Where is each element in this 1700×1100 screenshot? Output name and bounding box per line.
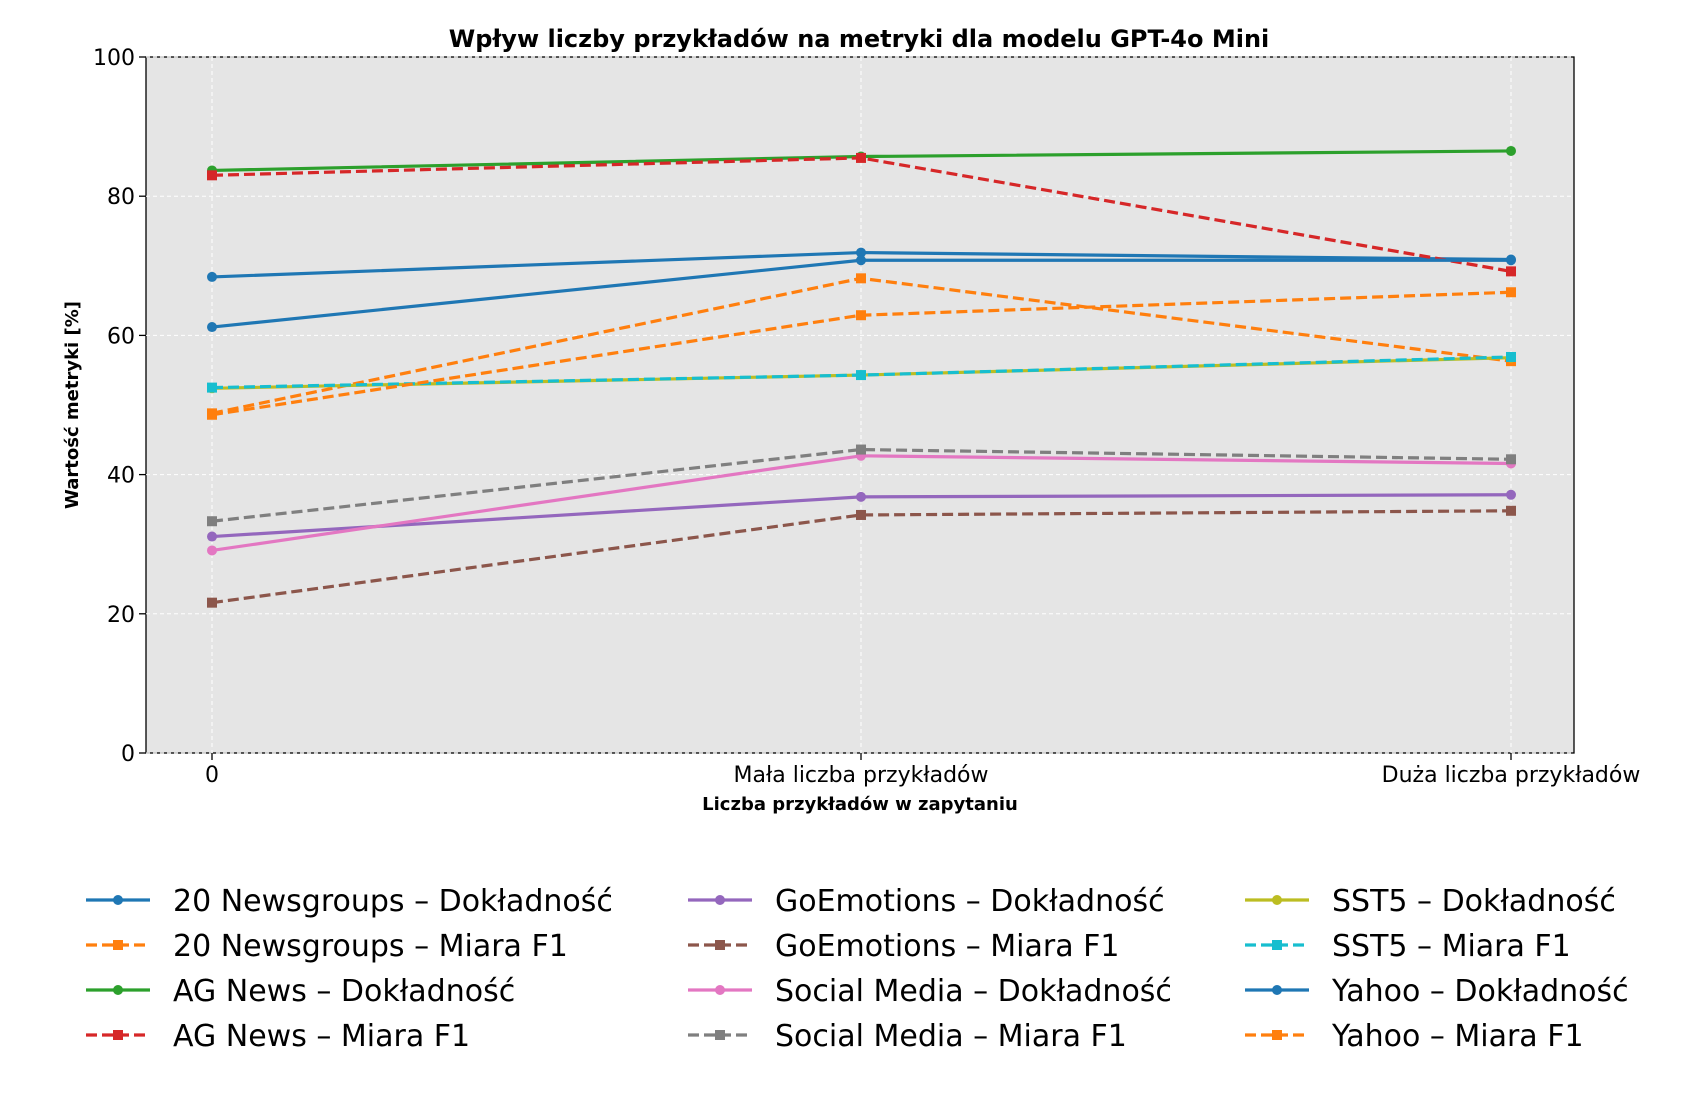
legend-item: AG News – Dokładność <box>86 974 515 1009</box>
legend-item: SST5 – Miara F1 <box>1245 929 1571 964</box>
legend-item: Social Media – Dokładność <box>688 974 1172 1009</box>
legend-item: 20 Newsgroups – Dokładność <box>86 884 613 919</box>
data-point <box>856 273 866 284</box>
legend-swatch-marker <box>1272 1030 1282 1040</box>
data-point <box>207 271 217 282</box>
legend-label: 20 Newsgroups – Dokładność <box>173 884 613 919</box>
legend-item: Social Media – Miara F1 <box>688 1019 1127 1054</box>
data-point <box>856 444 866 455</box>
data-point <box>856 152 866 163</box>
data-point <box>856 509 866 520</box>
data-point <box>1506 505 1516 516</box>
legend-label: Social Media – Miara F1 <box>775 1019 1127 1054</box>
legend-label: 20 Newsgroups – Miara F1 <box>173 929 568 964</box>
data-point <box>856 247 866 258</box>
series-6 <box>207 505 1516 608</box>
data-point <box>207 597 217 608</box>
legend-label: AG News – Miara F1 <box>173 1019 470 1054</box>
y-tick-label: 100 <box>93 46 135 71</box>
data-point <box>1506 145 1516 156</box>
grid-lines <box>146 56 1574 754</box>
legend-label: Yahoo – Dokładność <box>1331 974 1629 1009</box>
legend-item: 20 Newsgroups – Miara F1 <box>86 929 568 964</box>
legend-swatch-marker <box>113 940 123 950</box>
series-line <box>211 509 1512 605</box>
series-4 <box>207 152 1516 277</box>
series-line <box>211 447 1512 523</box>
data-point <box>856 310 866 321</box>
data-point <box>207 409 217 420</box>
x-axis-label: Liczba przykładów w zapytaniu <box>702 794 1018 815</box>
legend-swatch-marker <box>1272 940 1282 950</box>
y-tick-label: 20 <box>107 603 135 628</box>
x-tick-label: Duża liczba przykładów <box>1382 763 1641 788</box>
legend-swatch-marker <box>715 895 725 905</box>
axes: 0 20 40 60 80 100 0 Mała liczba przykładów Duża … <box>93 46 1640 788</box>
legend-item: Yahoo – Dokładność <box>1245 974 1629 1009</box>
legend-label: SST5 – Miara F1 <box>1332 929 1571 964</box>
y-tick-label: 80 <box>107 185 135 210</box>
legend-label: GoEmotions – Dokładność <box>775 884 1165 919</box>
legend: 20 Newsgroups – Dokładność 20 Newsgroups … <box>86 884 1629 1054</box>
data-point <box>207 545 217 556</box>
series-12 <box>207 287 1516 420</box>
data-point <box>1506 255 1516 266</box>
legend-label: AG News – Dokładność <box>173 974 515 1009</box>
data-point <box>856 255 866 266</box>
y-tick-label: 60 <box>107 324 135 349</box>
data-point <box>207 322 217 333</box>
legend-item: Yahoo – Miara F1 <box>1245 1019 1584 1054</box>
legend-swatch-marker <box>715 940 725 950</box>
legend-swatch-marker <box>113 985 123 995</box>
chart-title: Wpływ liczby przykładów na metryki dla m… <box>449 25 1270 53</box>
data-point <box>1506 489 1516 500</box>
series-5 <box>207 489 1516 542</box>
y-tick-label: 0 <box>121 742 135 767</box>
plot-area <box>145 56 1575 754</box>
legend-item: AG News – Miara F1 <box>86 1019 470 1054</box>
legend-swatch-marker <box>113 895 123 905</box>
data-point <box>207 170 217 181</box>
data-point <box>1506 266 1516 277</box>
legend-label: Yahoo – Miara F1 <box>1331 1019 1584 1054</box>
series-11 <box>207 255 1516 333</box>
data-point <box>1506 454 1516 465</box>
series-layer <box>207 145 1516 608</box>
data-point <box>207 531 217 542</box>
data-point <box>1506 351 1516 362</box>
y-tick-label: 40 <box>107 464 135 489</box>
legend-swatch-marker <box>715 985 725 995</box>
data-point <box>1506 287 1516 298</box>
series-10 <box>207 351 1516 393</box>
legend-item: GoEmotions – Miara F1 <box>688 929 1120 964</box>
legend-swatch-marker <box>113 1030 123 1040</box>
legend-label: GoEmotions – Miara F1 <box>775 929 1120 964</box>
data-point <box>207 516 217 527</box>
data-point <box>856 370 866 381</box>
x-tick-label: Mała liczba przykładów <box>734 763 989 788</box>
legend-swatch-marker <box>1272 985 1282 995</box>
legend-swatch-marker <box>1272 895 1282 905</box>
y-axis-label: Wartość metryki [%] <box>62 301 83 509</box>
x-tick-label: 0 <box>205 763 219 788</box>
data-point <box>856 491 866 502</box>
legend-label: SST5 – Dokładność <box>1332 884 1616 919</box>
legend-item: GoEmotions – Dokładność <box>688 884 1165 919</box>
legend-label: Social Media – Dokładność <box>775 974 1172 1009</box>
data-point <box>207 382 217 393</box>
legend-swatch-marker <box>715 1030 725 1040</box>
series-8 <box>207 444 1516 527</box>
legend-item: SST5 – Dokładność <box>1245 884 1616 919</box>
